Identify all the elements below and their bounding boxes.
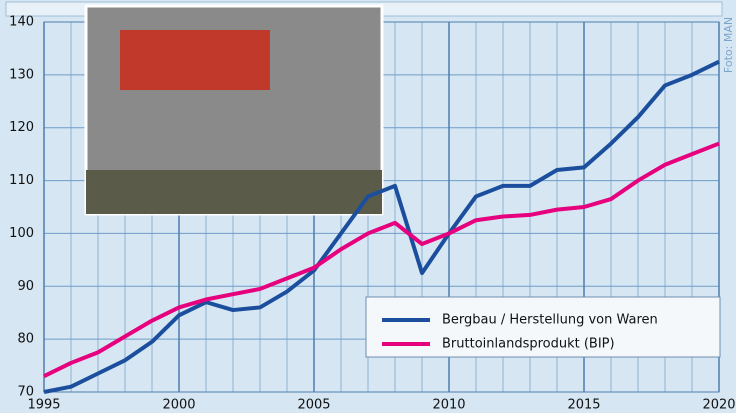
- x-tick-label: 2015: [567, 398, 600, 413]
- y-tick-label: 130: [9, 67, 34, 82]
- x-tick-label: 1995: [27, 398, 60, 413]
- y-tick-label: 90: [17, 279, 34, 294]
- legend-label: Bergbau / Herstellung von Waren: [442, 313, 658, 328]
- y-tick-label: 100: [9, 226, 34, 241]
- x-tick-label: 2010: [432, 398, 465, 413]
- photo-truck: [120, 30, 270, 90]
- photo-credit: Foto: MAN: [722, 17, 735, 73]
- legend: Bergbau / Herstellung von Waren Bruttoinl…: [366, 297, 720, 357]
- x-tick-label: 2000: [162, 398, 195, 413]
- y-tick-label: 120: [9, 120, 34, 135]
- y-tick-label: 140: [9, 15, 34, 30]
- x-tick-label: 2020: [702, 398, 735, 413]
- x-tick-label: 2005: [297, 398, 330, 413]
- y-tick-label: 110: [9, 173, 34, 188]
- chart: Foto: MAN Bergbau / Herstellung von Ware…: [0, 0, 736, 413]
- legend-label: Bruttoinlandsprodukt (BIP): [442, 337, 615, 352]
- y-tick-label: 80: [17, 332, 34, 347]
- photo-floor: [86, 170, 382, 214]
